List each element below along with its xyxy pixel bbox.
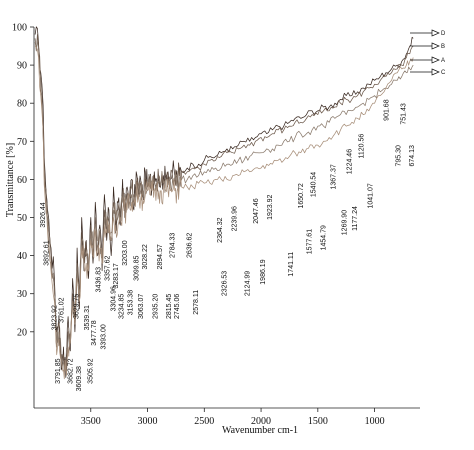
peak-label: 2815.45 — [166, 294, 173, 319]
peak-label: 3477.78 — [91, 320, 98, 345]
legend-arrow-head — [431, 42, 440, 50]
peak-label: 3304.96 — [110, 286, 117, 311]
x-tick-label: 3000 — [138, 416, 158, 427]
x-tick-label: 3500 — [81, 416, 101, 427]
peak-labels: 3926.44 3892.61 3823.92 3761.02 3791.85 3682.… — [40, 99, 416, 391]
peak-label: 1540.54 — [311, 172, 318, 197]
peak-label: 2784.33 — [170, 233, 177, 258]
y-tick-label: 80 — [17, 99, 27, 110]
y-tick-label: 60 — [17, 175, 27, 186]
peak-label: 2578.11 — [193, 290, 200, 315]
peak-label: 3609.38 — [76, 366, 83, 391]
y-tick-label: 20 — [17, 327, 27, 338]
peak-label: 3153.38 — [128, 290, 135, 315]
peak-label: 1269.90 — [341, 210, 348, 235]
peak-label: 3357.62 — [104, 256, 111, 281]
peak-label: 3505.92 — [88, 358, 95, 383]
x-tick-label: 1000 — [365, 416, 385, 427]
legend-arrow-head — [431, 68, 440, 76]
peak-label: 3892.61 — [44, 240, 51, 265]
y-tick-label: 50 — [17, 213, 27, 224]
peak-label: 1650.72 — [298, 183, 305, 208]
peak-label: 3234.85 — [118, 294, 125, 319]
peak-label: 2636.62 — [186, 233, 193, 258]
peak-label: 674.13 — [409, 145, 416, 167]
peak-label: 3099.85 — [134, 256, 141, 281]
peak-label: 901.68 — [383, 99, 390, 121]
peak-label: 3823.92 — [52, 305, 59, 330]
x-axis-title: Wavenumber cm-1 — [222, 425, 298, 436]
peak-label: 1120.56 — [358, 134, 365, 159]
x-tick-label: 2500 — [194, 416, 214, 427]
peak-label: 3539.31 — [84, 305, 91, 330]
series-line-C — [34, 45, 414, 380]
peak-label: 3761.02 — [59, 297, 66, 322]
legend: D B AC — [410, 29, 446, 76]
peak-label: 2239.96 — [231, 206, 238, 231]
x-tick-label: 1500 — [308, 416, 328, 427]
legend-arrow-head — [431, 29, 440, 37]
peak-label: 795.30 — [395, 145, 402, 167]
peak-label: 1177.24 — [352, 206, 359, 231]
peak-label: 1041.07 — [367, 183, 374, 208]
peak-label: 3393.00 — [100, 324, 107, 349]
peak-label: 3682.72 — [68, 358, 75, 383]
peak-label: 1923.92 — [267, 195, 274, 220]
peak-label: 3791.85 — [55, 358, 62, 383]
series-group — [34, 26, 414, 380]
y-axis-title: Transmittance [%] — [5, 143, 16, 217]
peak-label: 1986.19 — [260, 259, 267, 284]
peak-label: 2124.99 — [244, 271, 251, 296]
peak-label: 3028.22 — [142, 244, 149, 269]
peak-label: 751.43 — [400, 103, 407, 125]
peak-label: 3203.00 — [122, 240, 129, 265]
peak-label: 1741.11 — [288, 252, 295, 277]
legend-entry-C: C — [441, 70, 446, 76]
peak-label: 1577.61 — [307, 229, 314, 254]
peak-label: 2894.57 — [157, 244, 164, 269]
axes: 3500 3000 2500 2000 1500 1000 100 90 80 70 60 50 40 3… — [12, 23, 420, 427]
peak-label: 3063.07 — [138, 294, 145, 319]
y-tick-label: 70 — [17, 137, 27, 148]
y-tick-label: 40 — [17, 251, 27, 262]
peak-label: 2935.20 — [152, 294, 159, 319]
peak-label: 3283.17 — [113, 263, 120, 288]
y-tick-label: 30 — [17, 289, 27, 300]
y-tick-label: 100 — [12, 23, 27, 34]
legend-entry-B: B — [441, 44, 445, 50]
peak-label: 3629.75 — [74, 294, 81, 319]
legend-entry-A: A — [441, 58, 445, 64]
peak-label: 1454.79 — [321, 225, 328, 250]
peak-label: 2364.32 — [217, 217, 224, 242]
x-tick-label: 2000 — [251, 416, 271, 427]
peak-label: 2047.46 — [253, 198, 260, 223]
peak-label: 1367.37 — [330, 164, 337, 189]
legend-arrow-head — [431, 56, 440, 64]
y-tick-label: 90 — [17, 61, 27, 72]
peak-label: 2745.06 — [174, 294, 181, 319]
legend-entry-D: D — [441, 31, 446, 37]
peak-label: 2326.53 — [222, 271, 229, 296]
peak-label: 3436.83 — [95, 267, 102, 292]
peak-label: 1224.46 — [347, 149, 354, 174]
peak-label: 3926.44 — [40, 202, 47, 227]
